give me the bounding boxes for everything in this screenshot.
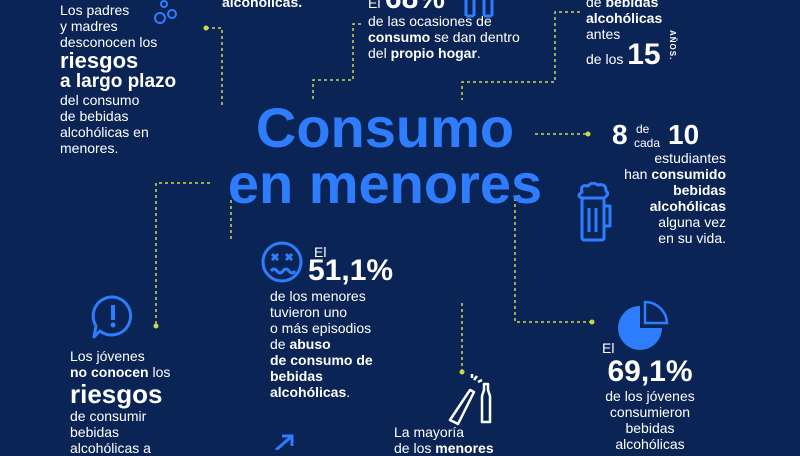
age-line-0: de	[586, 0, 602, 10]
parents-line-6: alcohólicas en	[60, 124, 149, 140]
home-icon	[464, 0, 494, 18]
age-strong-1: bebidas	[605, 0, 659, 10]
beer-mug-icon	[577, 182, 612, 242]
home-line-2: se dan dentro	[434, 29, 520, 45]
pie-chart-icon	[618, 300, 669, 350]
abuse-lead: El	[314, 244, 327, 260]
home-consumption-block: El 68% de las ocasiones de consumo se da…	[368, 0, 558, 61]
age-unit: AÑOS.	[668, 30, 677, 61]
home-strong-2: propio hogar	[390, 45, 477, 61]
students-line-1: estudiantes	[654, 150, 726, 166]
youth-line-4: bebidas	[70, 424, 120, 440]
minors-line-2: de los	[394, 440, 432, 456]
youth-consumed-percent: 69,1%	[607, 355, 693, 388]
minors-line-1: La mayoría	[394, 424, 465, 440]
youth-consumed-line-2: consumieron	[609, 404, 691, 420]
dizzy-face-icon	[261, 241, 303, 283]
age-number: 15	[627, 38, 661, 71]
youth-consumed-line-1: de los jóvenes	[605, 388, 695, 404]
age-15-block: de bebidas alcohólicas antes de los 15	[586, 0, 706, 71]
students-strong-3: alcohólicas	[649, 198, 726, 214]
students-num-1: 8	[612, 119, 628, 150]
abuse-line-4: de	[270, 336, 286, 352]
students-line-2: han	[624, 166, 648, 182]
page-title: Consumo en menores	[210, 100, 560, 212]
parents-line-3: desconocen los	[60, 34, 158, 50]
cheers-bottles-icon	[448, 374, 492, 426]
abuse-line-1: de los menores	[270, 288, 366, 304]
minors-strong: menores	[435, 440, 494, 456]
parents-line-1: Los padres	[60, 2, 130, 18]
youth-line-1: Los jóvenes	[70, 348, 145, 364]
youth-consumed-lead: El	[602, 340, 615, 356]
abuse-strong-1: abuso	[289, 336, 331, 352]
home-strong: consumo	[368, 29, 431, 45]
alcoholicas-fragment: alcohólicas.	[222, 0, 303, 10]
youth-risk-block: Los jóvenes no conocen los riesgos de co…	[70, 348, 210, 456]
abuse-block: El 51,1% de los menores tuvieron uno o m…	[270, 244, 410, 400]
youth-strong-2: riesgos	[70, 379, 163, 409]
abuse-strong-4: alcohólicas	[270, 384, 347, 400]
title-line-1: Consumo	[255, 96, 515, 159]
students-strong-1: consumido	[651, 166, 726, 182]
students-cada: cada	[634, 136, 661, 150]
parents-line-7: menores.	[60, 140, 119, 156]
youth-consumed-line-3: bebidas	[625, 420, 675, 436]
youth-line-3: de consumir	[70, 408, 147, 424]
youth-consumed-block: El 69,1% de los jóvenes consumieron bebi…	[580, 340, 720, 452]
home-line-3-end: .	[476, 45, 481, 61]
abuse-line-3: o más episodios	[270, 320, 372, 336]
bubbles-icon	[154, 0, 177, 24]
students-de: de	[636, 122, 650, 136]
students-line-4: en su vida.	[658, 230, 726, 246]
home-line-3: del	[368, 45, 387, 61]
parents-line-4: del consumo	[60, 92, 140, 108]
youth-line-5: alcohólicas a	[70, 440, 151, 456]
age-strong-2: alcohólicas	[586, 10, 663, 26]
youth-strong-1: no conocen	[70, 364, 149, 380]
abuse-percent: 51,1%	[308, 254, 394, 287]
home-lead: El	[368, 0, 381, 11]
students-line-3: alguna vez	[658, 214, 726, 230]
students-strong-2: bebidas	[673, 182, 726, 198]
students-block: 8 de cada 10 estudiantes han consumido b…	[596, 119, 726, 247]
home-line-1: de las ocasiones de	[368, 13, 492, 29]
students-num-2: 10	[668, 119, 700, 150]
minors-block: La mayoría de los menores	[394, 424, 524, 456]
youth-consumed-line-4: alcohólicas	[615, 436, 685, 452]
age-line-1: antes	[586, 26, 621, 42]
youth-line-2: los	[152, 364, 171, 380]
title-line-2: en menores	[227, 152, 543, 215]
parents-strong-1: riesgos	[60, 48, 139, 73]
alert-bubble-icon	[91, 295, 133, 339]
age-line-2: de los	[586, 51, 624, 67]
abuse-strong-2: de consumo de	[270, 352, 373, 368]
home-percent: 68%	[385, 0, 445, 15]
abuse-line-2: tuvieron uno	[270, 304, 348, 320]
arrow-icon	[275, 434, 294, 450]
parents-risk-block: Los padres y madres desconocen los riesg…	[60, 2, 210, 156]
parents-strong-2: a largo plazo	[60, 71, 177, 92]
parents-line-5: de bebidas	[60, 108, 129, 124]
abuse-line-5: .	[346, 384, 351, 400]
abuse-strong-3: bebidas	[270, 368, 323, 384]
parents-line-2: y madres	[60, 18, 118, 34]
